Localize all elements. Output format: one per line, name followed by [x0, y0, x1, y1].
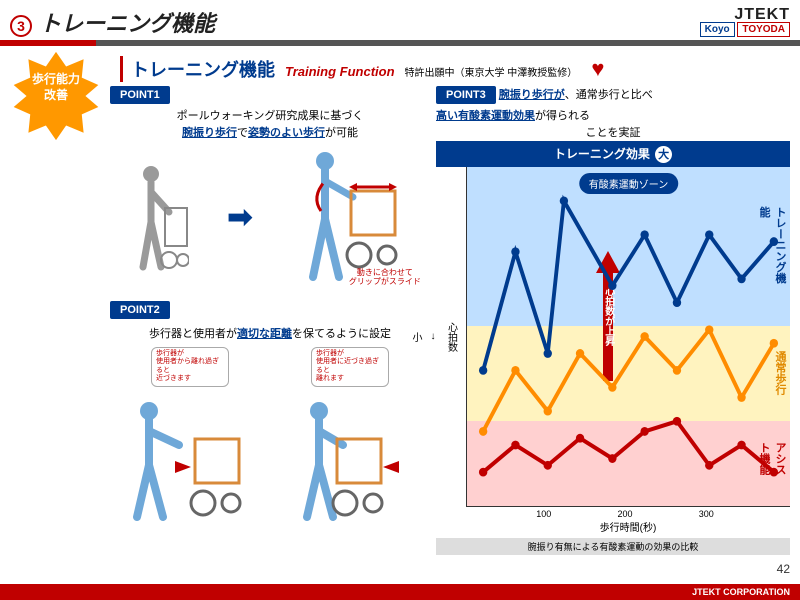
heart-icon: ♥ [591, 56, 604, 82]
p2-person-1-icon [115, 387, 265, 527]
point1-tag: POINT1 [110, 86, 170, 104]
p2-callout-1: 歩行器が使用者から離れ過ぎると近づきます [151, 347, 229, 387]
chart-title: トレーニング効果 大 [436, 141, 790, 167]
p2-right: 歩行器が使用者に近づき過ぎると離れます [275, 347, 425, 530]
logo-block: JTEKT Koyo TOYODA [700, 6, 790, 35]
page-title: トレーニング機能 [39, 11, 215, 36]
section-title: トレーニング機能 Training Function 特許出願中（東京大学 中澤… [120, 56, 790, 82]
logo-toyoda: TOYODA [737, 22, 790, 37]
chart-lines [467, 167, 790, 506]
point1-illustration: ➡ 動きに合わせてグリップがスライド [110, 147, 430, 287]
chart-area: アシスト機能通常歩行トレーニング機能 有酸素運動ゾーン 心拍数が上昇 [466, 167, 790, 507]
point3-tag: POINT3 [436, 86, 496, 104]
chart-title-badge: 大 [655, 146, 672, 163]
point2-tag: POINT2 [110, 301, 170, 319]
chart-x-label: 歩行時間(秒) [436, 519, 790, 534]
point2-illustration: 歩行器が使用者から離れ過ぎると近づきます 歩行器が使用者に近づき過ぎると離れます [110, 347, 430, 530]
chart-x-ticks: 100 200 300 [436, 507, 790, 519]
logo-koyo: Koyo [700, 22, 735, 37]
page-number: 42 [777, 562, 790, 576]
section-title-en: Training Function [285, 64, 395, 79]
p2-callout-2: 歩行器が使用者に近づき過ぎると離れます [311, 347, 389, 387]
grip-note: 動きに合わせてグリップがスライド [349, 269, 421, 287]
p2-left: 歩行器が使用者から離れ過ぎると近づきます [115, 347, 265, 530]
title-number: 3 [10, 15, 32, 37]
person-after-icon: 動きに合わせてグリップがスライド [291, 147, 411, 287]
chart-y-axis: 大 ↑ 心拍数 ↓ 小 [436, 167, 466, 507]
page-title-wrap: 3 トレーニング機能 [10, 6, 215, 38]
p2-person-2-icon [275, 387, 425, 527]
point1-text: ポールウォーキング研究成果に基づく 腕振り歩行で姿勢のよい歩行が可能 [110, 108, 430, 141]
person-before-icon [129, 162, 189, 272]
point2-text: 歩行器と使用者が適切な距離を保てるように設定 [110, 325, 430, 341]
chart-caption: 腕振り有無による有酸素運動の効果の比較 [436, 538, 790, 555]
footer-corp: JTEKT CORPORATION [0, 584, 800, 600]
section-note: 特許出願中（東京大学 中澤教授監修） [405, 64, 578, 79]
star-badge-text: 歩行能力改善 [10, 72, 102, 103]
section-title-ja: トレーニング機能 [131, 56, 275, 82]
arrow-right-icon: ➡ [227, 200, 252, 235]
